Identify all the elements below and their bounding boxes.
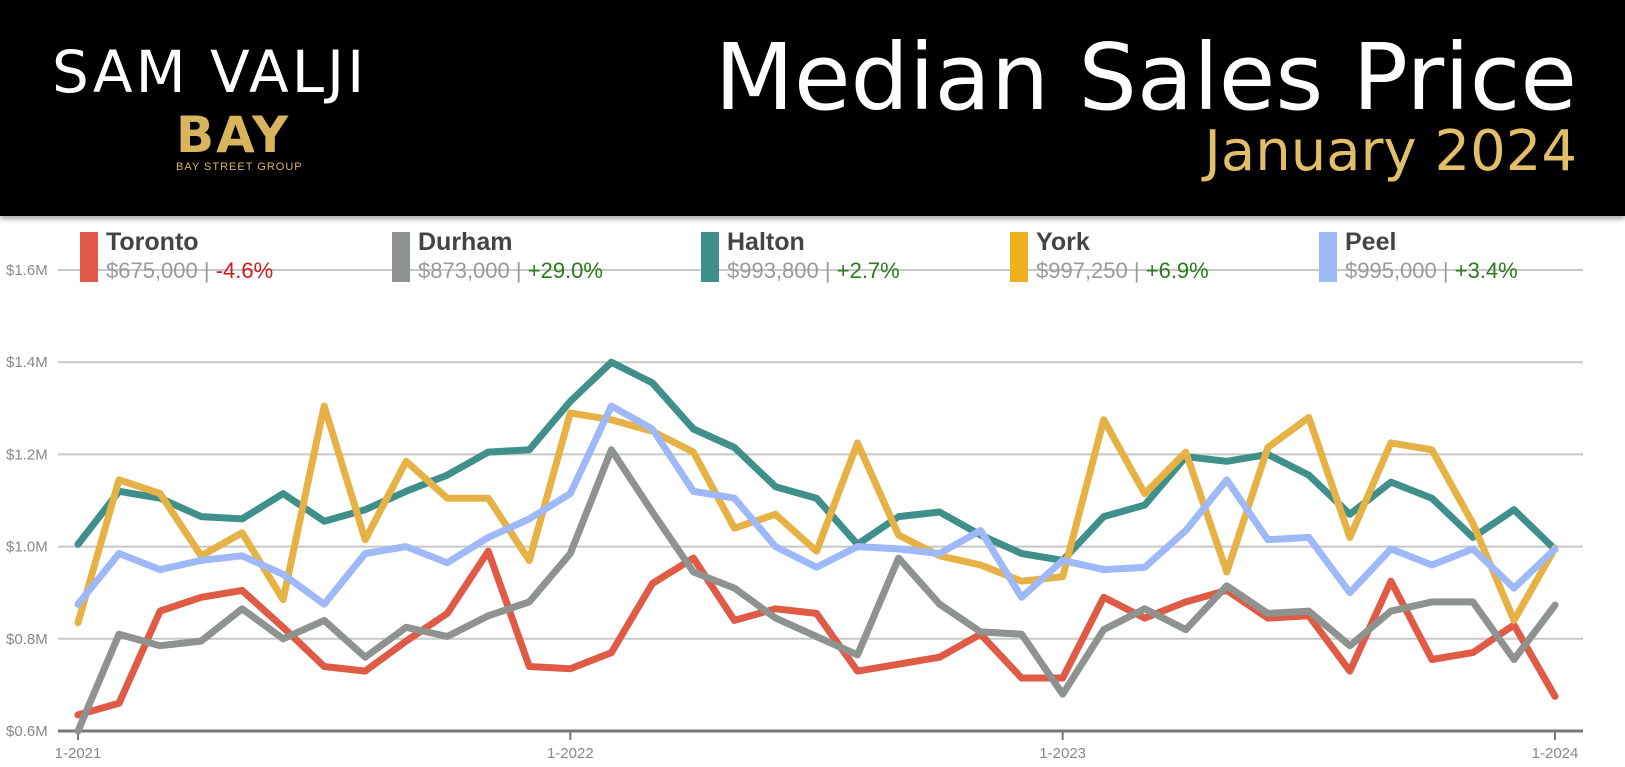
legend-name: Halton (727, 228, 805, 256)
legend-price: $993,800 (727, 258, 819, 283)
legend-price: $873,000 (418, 258, 510, 283)
series-line-peel (74, 402, 1559, 608)
x-axis: 1-2021 1-2022 1-2023 1-2024 (55, 729, 1583, 762)
legend: Toronto $675,000 | -4.6% Durham $873,000… (0, 228, 1625, 288)
legend-value: $675,000 | -4.6% (106, 258, 273, 284)
y-tick-label: $1.4M (6, 354, 48, 371)
header-banner: SAM VALJI BAY BAY STREET GROUP Median Sa… (0, 0, 1625, 216)
legend-name: Peel (1345, 228, 1397, 256)
legend-separator: | (824, 258, 831, 283)
legend-swatch (1319, 232, 1337, 282)
legend-separator: | (1442, 258, 1449, 283)
legend-price: $675,000 (106, 258, 198, 283)
legend-swatch (80, 232, 98, 282)
y-tick-label: $1.2M (6, 446, 48, 463)
y-tick-label: $0.6M (6, 723, 48, 740)
y-tick-label: $1.6M (6, 262, 48, 279)
brand-name: SAM VALJI (52, 38, 368, 106)
series-line-halton (74, 358, 1559, 564)
x-tick-label: 1-2022 (547, 745, 594, 762)
series-lines (74, 358, 1559, 735)
legend-change: +3.4% (1454, 258, 1518, 283)
legend-change: +2.7% (836, 258, 900, 283)
legend-value: $873,000 | +29.0% (418, 258, 603, 284)
x-tick-label: 1-2021 (55, 745, 102, 762)
legend-change: +6.9% (1145, 258, 1209, 283)
legend-separator: | (203, 258, 210, 283)
y-axis-ticks: $0.6M $0.8M $1.0M $1.2M $1.4M $1.6M (6, 262, 48, 740)
legend-name: Durham (418, 228, 513, 256)
legend-price: $995,000 (1345, 258, 1437, 283)
chart-subtitle: January 2024 (1204, 119, 1577, 184)
legend-change: +29.0% (527, 258, 603, 283)
legend-value: $993,800 | +2.7% (727, 258, 900, 284)
series-line-york (74, 402, 1559, 627)
chart-title: Median Sales Price (714, 24, 1577, 131)
legend-separator: | (1133, 258, 1140, 283)
brand-logo: BAY (176, 106, 291, 164)
brand-tagline: BAY STREET GROUP (176, 161, 303, 173)
legend-name: York (1036, 228, 1090, 256)
series-line-toronto (74, 547, 1559, 719)
legend-separator: | (515, 258, 522, 283)
y-tick-label: $0.8M (6, 631, 48, 648)
legend-name: Toronto (106, 228, 199, 256)
legend-swatch (701, 232, 719, 282)
legend-price: $997,250 (1036, 258, 1128, 283)
legend-swatch (1010, 232, 1028, 282)
x-tick-label: 1-2024 (1532, 745, 1579, 762)
legend-swatch (392, 232, 410, 282)
y-tick-label: $1.0M (6, 539, 48, 556)
x-tick-label: 1-2023 (1039, 745, 1086, 762)
legend-value: $995,000 | +3.4% (1345, 258, 1518, 284)
series-line-durham (74, 446, 1559, 735)
legend-change: -4.6% (215, 258, 274, 283)
legend-value: $997,250 | +6.9% (1036, 258, 1209, 284)
